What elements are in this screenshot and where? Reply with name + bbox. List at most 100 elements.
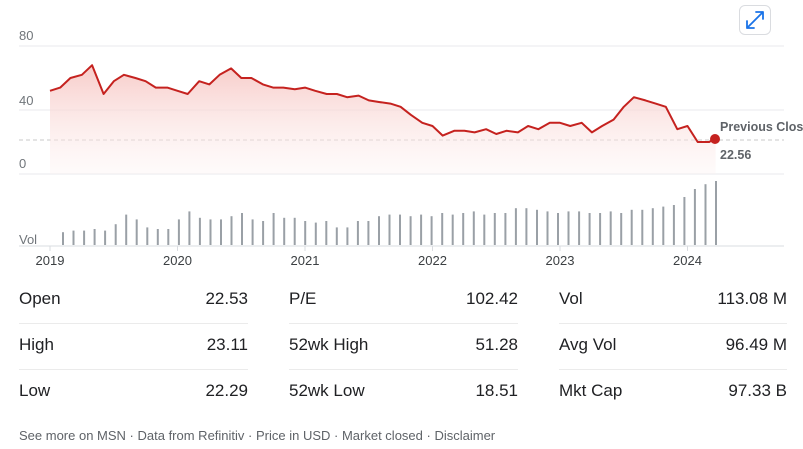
stat-row-52wk-low: 52wk Low 18.51 [289,370,518,416]
volume-bar [104,230,107,245]
volume-bar [399,214,401,245]
volume-bar [483,214,486,245]
volume-bar [156,229,159,245]
stat-label: Avg Vol [559,335,617,354]
separator: · [244,428,256,443]
expand-button[interactable] [739,5,771,35]
volume-bar [693,189,696,245]
separator: · [422,428,435,443]
volume-bar [662,206,665,245]
volume-bar [409,216,412,245]
price-chart: 80 40 0 Vol 2019 2020 2021 2022 2023 2024 Pre… [19,28,803,268]
stat-label: P/E [289,289,317,308]
stat-row-vol: Vol 113.08 M [559,278,787,324]
stat-row-avg-vol: Avg Vol 96.49 M [559,324,787,370]
volume-bars [62,181,717,245]
volume-bar [378,216,380,245]
volume-bar [683,197,686,245]
volume-bar [715,181,717,245]
stat-value: 102.42 [466,289,518,308]
volume-bar [262,221,265,245]
volume-bar [188,211,191,245]
stat-value: 23.11 [206,335,248,354]
x-tick-label: 2022 [418,253,447,268]
disclaimer-link[interactable]: Disclaimer [434,428,496,443]
volume-bar [135,219,138,245]
volume-bar [704,184,707,245]
volume-bar [241,213,243,245]
volume-bar [651,208,654,245]
stat-label: 52wk High [289,335,369,354]
footer: See more on MSN · Data from Refinitiv · … [19,428,495,443]
volume-bar [83,230,86,245]
y-tick-label: 40 [19,93,33,108]
volume-bar [588,213,591,245]
currency-text: Price in USD [255,428,331,443]
data-source-text: Data from Refinitiv [137,428,245,443]
volume-bar [367,221,370,245]
volume-bar [462,213,465,245]
stat-value: 96.49 M [725,335,787,354]
x-tick-label: 2019 [36,253,65,268]
volume-bar [672,205,675,245]
volume-bar [599,213,602,245]
volume-bar [493,213,496,245]
volume-bar [388,214,391,245]
volume-bar [504,213,507,245]
volume-bar [335,227,338,245]
x-tick-label: 2023 [546,253,575,268]
stat-row-pe: P/E 102.42 [289,278,518,324]
volume-bar [325,221,328,245]
volume-bar [167,229,170,245]
volume-bar [567,211,570,245]
volume-bar [430,216,433,245]
stat-value: 18.51 [475,381,518,400]
volume-bar [220,219,222,245]
stats-table: Open 22.53 High 23.11 Low 22.29 P/E 102.… [19,278,787,416]
stat-label: High [19,335,54,354]
volume-bar [230,216,233,245]
volume-bar [620,213,623,245]
volume-bar [114,224,117,245]
volume-bar [272,213,275,245]
stat-label: Vol [559,289,583,308]
market-status: Market closed [341,428,423,443]
volume-bar [304,221,307,245]
volume-bar [251,219,254,245]
x-axis: 2019 2020 2021 2022 2023 2024 [36,246,702,268]
volume-bar [72,230,75,245]
stat-label: 52wk Low [289,381,365,400]
volume-bar [630,209,633,245]
volume-bar [346,227,349,245]
previous-close-dot[interactable] [710,134,720,144]
volume-bar [198,217,201,245]
stat-value: 113.08 M [717,289,787,308]
stat-value: 51.28 [475,335,518,354]
volume-bar [125,214,128,245]
volume-bar [293,217,296,245]
volume-bar [609,211,612,245]
separator: · [125,428,138,443]
y-tick-label: 80 [19,28,33,43]
stat-row-52wk-high: 52wk High 51.28 [289,324,518,370]
volume-bar [546,211,549,245]
stat-row-high: High 23.11 [19,324,248,370]
volume-bar [209,219,212,245]
price-area-fill [50,65,716,174]
y-tick-label: 0 [19,156,26,171]
expand-arrows-icon [746,11,764,29]
stat-label: Open [19,289,61,308]
volume-bar [177,219,180,245]
stat-value: 22.29 [205,381,248,400]
x-tick-label: 2020 [163,253,192,268]
volume-axis-label: Vol [19,232,37,247]
x-tick-label: 2024 [673,253,702,268]
stat-row-mkt-cap: Mkt Cap 97.33 B [559,370,787,416]
stat-value: 97.33 B [728,381,787,400]
volume-bar [283,217,286,245]
see-more-link[interactable]: See more on MSN [19,428,126,443]
volume-bar [472,211,475,245]
volume-bar [356,221,359,245]
volume-bar [641,209,644,245]
volume-bar [451,214,454,245]
